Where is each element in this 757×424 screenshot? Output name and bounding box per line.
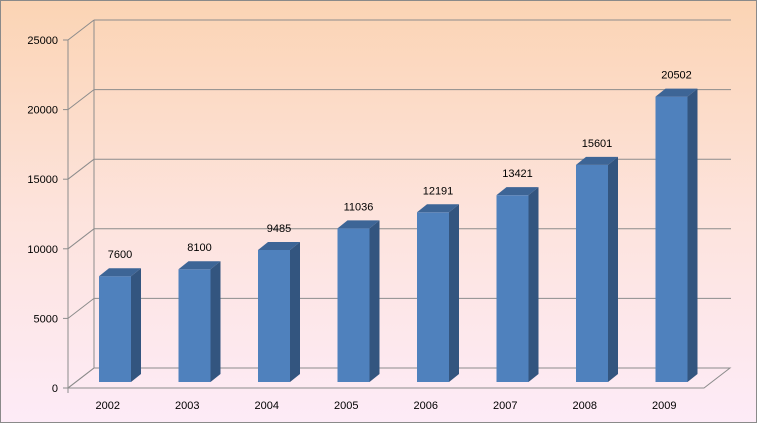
bar-side bbox=[131, 268, 141, 382]
y-tick-label: 20000 bbox=[27, 105, 58, 117]
side-gridline bbox=[67, 298, 95, 319]
bar-side bbox=[528, 187, 539, 382]
floor bbox=[66, 367, 732, 389]
x-tick-label: 2006 bbox=[414, 400, 438, 412]
y-tick-label: 10000 bbox=[27, 244, 58, 256]
bar-side bbox=[290, 241, 300, 382]
data-label: 9485 bbox=[267, 223, 291, 235]
bar-front bbox=[496, 195, 529, 382]
y-tick-label: 15000 bbox=[27, 174, 58, 186]
x-tick-label: 2002 bbox=[96, 400, 120, 412]
bar-front bbox=[417, 212, 449, 382]
x-tick-label: 2004 bbox=[255, 400, 279, 412]
y-tick-label: 25000 bbox=[27, 35, 58, 47]
y-tick-label: 0 bbox=[52, 383, 58, 395]
x-tick-label: 2009 bbox=[652, 400, 676, 412]
bar-top bbox=[337, 220, 380, 229]
bar-side bbox=[210, 261, 221, 382]
data-label: 8100 bbox=[187, 242, 211, 254]
data-label: 15601 bbox=[582, 138, 613, 150]
bar-side bbox=[608, 156, 618, 382]
bar-top bbox=[99, 268, 141, 277]
bar-top bbox=[655, 88, 698, 97]
bar-top bbox=[417, 204, 459, 213]
bar-top bbox=[576, 156, 618, 165]
bar-top bbox=[496, 187, 539, 196]
x-tick-label: 2008 bbox=[573, 400, 597, 412]
x-tick-label: 2005 bbox=[334, 400, 358, 412]
bar-front bbox=[99, 276, 131, 382]
x-tick-label: 2007 bbox=[493, 400, 517, 412]
bar-front bbox=[337, 228, 370, 382]
bar-side bbox=[369, 220, 380, 382]
side-gridline bbox=[67, 158, 95, 180]
y-tick-label: 5000 bbox=[34, 313, 58, 325]
bar-top bbox=[178, 261, 221, 270]
bar-front bbox=[258, 249, 290, 382]
x-tick-label: 2003 bbox=[175, 400, 199, 412]
data-label: 12191 bbox=[423, 185, 454, 197]
data-label: 11036 bbox=[344, 201, 374, 213]
data-label: 20502 bbox=[661, 70, 692, 82]
data-label: 7600 bbox=[108, 249, 132, 261]
bar-side bbox=[687, 88, 698, 383]
bar-top bbox=[258, 241, 300, 250]
bar-front bbox=[576, 164, 608, 382]
bar-front bbox=[655, 96, 688, 383]
bar-side bbox=[449, 204, 459, 382]
data-label: 13421 bbox=[502, 168, 533, 180]
side-gridline bbox=[67, 228, 95, 250]
side-gridline bbox=[67, 89, 95, 110]
bar-front bbox=[178, 269, 211, 382]
side-gridline bbox=[67, 19, 95, 41]
